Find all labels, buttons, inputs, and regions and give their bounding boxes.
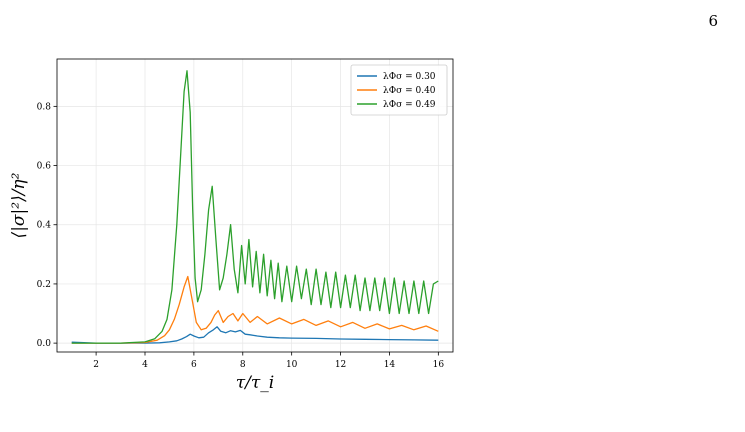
- axis-ticks: 2 4 6 8 10 12 14 16 0.0 0.2 0.4 0.6 0.8: [37, 102, 445, 370]
- y-tick-label: 0.4: [37, 221, 52, 231]
- y-tick-label: 0.8: [37, 102, 52, 112]
- x-tick-label: 14: [384, 360, 396, 370]
- legend-label-0: λΦσ = 0.30: [383, 72, 436, 82]
- x-axis-label: τ/τ_i: [236, 373, 274, 393]
- series-lines: [71, 70, 439, 344]
- page-number: 6: [708, 12, 718, 30]
- x-tick-label: 6: [191, 360, 197, 370]
- series-line-0: [71, 326, 439, 344]
- y-tick-label: 0.2: [37, 280, 51, 290]
- x-tick-label: 10: [286, 360, 298, 370]
- x-tick-label: 4: [142, 360, 148, 370]
- legend: λΦσ = 0.30 λΦσ = 0.40 λΦσ = 0.49: [350, 64, 448, 116]
- x-tick-label: 8: [240, 360, 246, 370]
- x-tick-label: 16: [433, 360, 445, 370]
- y-tick-label: 0.0: [37, 339, 52, 349]
- legend-label-1: λΦσ = 0.40: [383, 86, 436, 96]
- x-tick-label: 12: [335, 360, 346, 370]
- series-line-2: [71, 70, 439, 344]
- legend-label-2: λΦσ = 0.49: [383, 100, 436, 110]
- plot-area-frame: [56, 58, 454, 353]
- x-tick-label: 2: [93, 360, 99, 370]
- y-axis-label: ⟨|σ|²⟩/η²: [9, 172, 29, 238]
- series-line-1: [71, 275, 439, 344]
- y-tick-label: 0.6: [37, 162, 52, 172]
- legend-box: [350, 64, 448, 116]
